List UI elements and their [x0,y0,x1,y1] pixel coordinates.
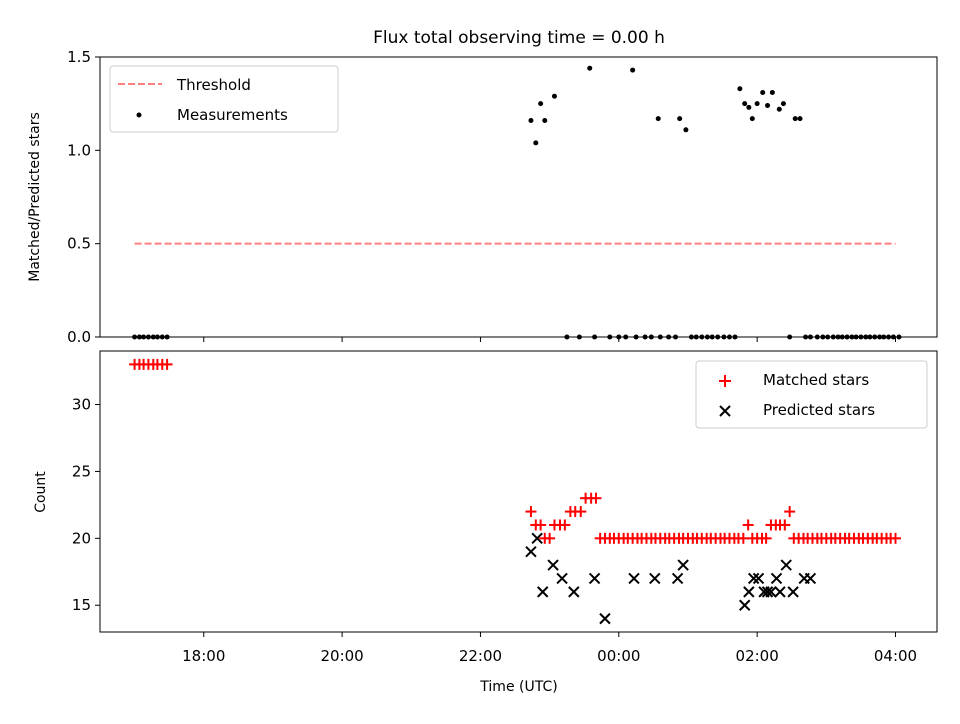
legend-measurements-swatch [136,112,142,118]
legend-predicted-swatch [719,405,731,417]
predicted-point [525,546,537,558]
matched-point [559,519,571,531]
legend-top: Threshold Measurements [109,65,339,133]
predicted-point [671,572,684,585]
bottom-plot-marks [129,358,901,625]
measurement-point [538,101,544,107]
predicted-point [738,599,751,611]
predicted-point [537,586,549,598]
matched-point [590,492,602,504]
measurement-point [742,101,748,107]
y-tick-label-bottom: 30 [72,396,91,414]
x-tick-label: 00:00 [597,647,640,665]
predicted-point [752,572,765,585]
predicted-point [556,572,568,585]
predicted-point [761,586,774,598]
y-axis-label-bottom: Count [33,471,49,513]
y-tick-label-bottom: 15 [72,596,91,614]
y-tick-label-top: 0.5 [67,235,91,253]
measurement-point [765,103,771,109]
predicted-point [628,572,640,585]
matched-point [575,506,587,518]
measurement-point [630,67,636,73]
y-axis-label-top: Matched/Predicted stars [27,112,43,282]
measurement-point [749,116,755,122]
measurement-point [769,89,775,95]
predicted-point [547,559,559,571]
top-axes-frame [99,56,938,338]
y-tick-label-bottom: 20 [72,529,91,547]
measurement-point [533,140,539,146]
legend-threshold-label: Threshold [176,76,251,94]
legend-top-box [109,65,339,133]
predicted-point [770,572,783,585]
measurement-point [677,116,683,122]
measurement-point [776,106,782,112]
measurement-point [760,89,766,95]
matched-point [161,358,173,370]
chart-title: Flux total observing time = 0.00 h [373,28,665,48]
bottom-axis-ticks: 15 20 25 30 18:00 20:00 22:00 00:00 02:00 04:00 [72,396,917,665]
measurement-point [551,93,557,99]
predicted-point [765,586,777,598]
y-tick-label-top: 0.0 [67,328,91,346]
measurement-point [542,117,548,123]
predicted-point [804,572,817,585]
x-tick-label: 02:00 [736,647,779,665]
matched-point [760,532,772,544]
matched-point [779,519,791,531]
legend-measurements-label: Measurements [177,106,288,124]
matched-point [535,519,547,531]
top-panel: Flux total observing time = 0.00 h Match… [27,28,938,346]
predicted-point [531,532,543,545]
measurement-point [797,116,803,122]
measurement-point [780,101,786,107]
legend-predicted-label: Predicted stars [763,401,875,419]
predicted-point [677,559,689,571]
predicted-point [743,586,755,598]
legend-matched-label: Matched stars [763,371,869,389]
y-tick-label-top: 1.0 [67,141,91,159]
bottom-axes-frame [99,350,938,633]
predicted-point [588,572,601,585]
measurement-point [737,86,743,92]
x-tick-label: 04:00 [874,647,917,665]
top-axis-ticks: 0.0 0.5 1.0 1.5 [67,48,896,346]
legend-bottom: Matched stars Predicted stars [695,360,928,429]
matched-point [525,506,537,518]
measurement-point [683,127,689,133]
measurement-point [587,65,593,71]
legend-bottom-box [695,360,928,429]
predicted-point [774,586,786,598]
predicted-point [780,559,792,571]
y-tick-label-top: 1.5 [67,48,91,66]
measurement-point [746,104,752,110]
predicted-point [649,572,661,585]
predicted-point [747,572,760,585]
measurement-point [754,101,760,107]
predicted-point [599,612,611,625]
bottom-panel: Count Time (UTC) 15 20 25 30 18:00 20:00 22:00… [33,350,938,695]
predicted-point [787,586,799,598]
matched-point [784,506,796,518]
legend-matched-swatch [719,375,731,387]
y-tick-label-bottom: 25 [72,462,91,480]
x-tick-label: 20:00 [320,647,363,665]
x-tick-label: 18:00 [182,647,225,665]
measurement-point [655,116,661,122]
predicted-point [568,586,580,598]
measurement-point [792,116,798,122]
matched-point [544,532,556,544]
measurement-point [528,117,534,123]
matched-point [742,519,754,531]
x-axis-label: Time (UTC) [479,679,557,695]
x-tick-label: 22:00 [459,647,502,665]
matched-point [889,532,901,544]
